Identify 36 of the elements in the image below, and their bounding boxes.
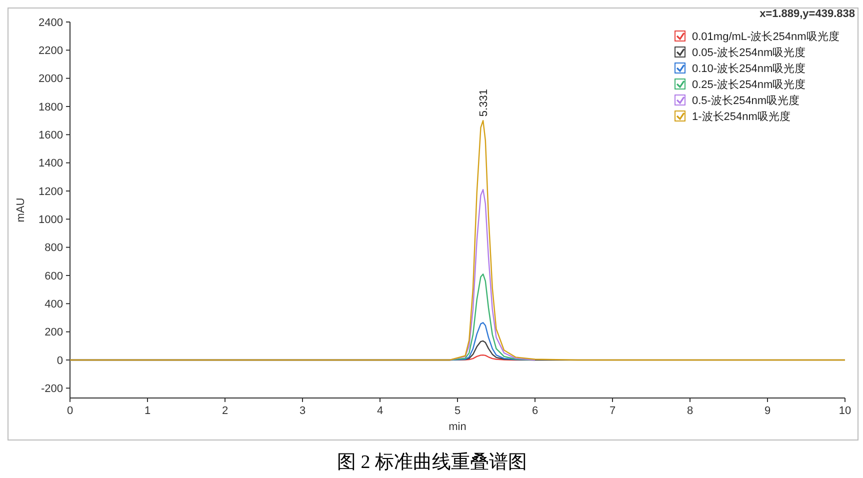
y-tick-label: 400 [44, 298, 63, 310]
y-tick-label: 0 [56, 354, 63, 367]
text: x=1.889,y=439.838 [760, 8, 855, 20]
y-tick-label: 2000 [38, 73, 63, 86]
y-tick-label: 1000 [38, 214, 63, 226]
x-tick-label: 0 [66, 405, 74, 417]
y-tick-label: 2200 [38, 45, 63, 58]
x-tick-label: 5 [454, 405, 461, 417]
y-tick-label: 1800 [38, 101, 63, 114]
legend-label: 0.25-波长254nm吸光度 [692, 78, 806, 91]
annotation: 5.331 [478, 89, 490, 117]
y-tick-label: 800 [44, 242, 63, 254]
y-tick-label: 600 [44, 270, 63, 282]
legend-label: 0.05-波长254nm吸光度 [692, 46, 806, 59]
x-tick-label: 10 [838, 405, 852, 417]
x-tick-label: 1 [144, 405, 151, 417]
x-axis-title: min [448, 421, 466, 433]
y-tick-label: 1200 [38, 186, 63, 198]
x-tick-label: 8 [686, 405, 694, 417]
x-tick-label: 2 [222, 405, 228, 417]
y-tick-label: 1600 [38, 130, 63, 142]
x-tick-label: 3 [299, 405, 306, 417]
y-tick-label: 1400 [38, 158, 63, 170]
x-tick-label: 9 [764, 405, 771, 417]
legend-label: 0.01mg/mL-波长254nm吸光度 [692, 30, 840, 43]
x-tick-label: 7 [609, 405, 616, 417]
x-tick-label: 6 [532, 405, 538, 417]
x-tick-label: 4 [376, 405, 384, 417]
text: 图 2 标准曲线重叠谱图 [337, 451, 527, 473]
y-tick-label: -200 [40, 382, 63, 395]
legend-label: 0.5-波长254nm吸光度 [692, 94, 800, 107]
y-tick-label: 200 [44, 326, 63, 339]
y-tick-label: 2400 [38, 16, 63, 29]
y-axis-title: mAU [15, 198, 27, 222]
legend-label: 0.10-波长254nm吸光度 [692, 62, 806, 75]
legend-label: 1-波长254nm吸光度 [692, 110, 790, 123]
